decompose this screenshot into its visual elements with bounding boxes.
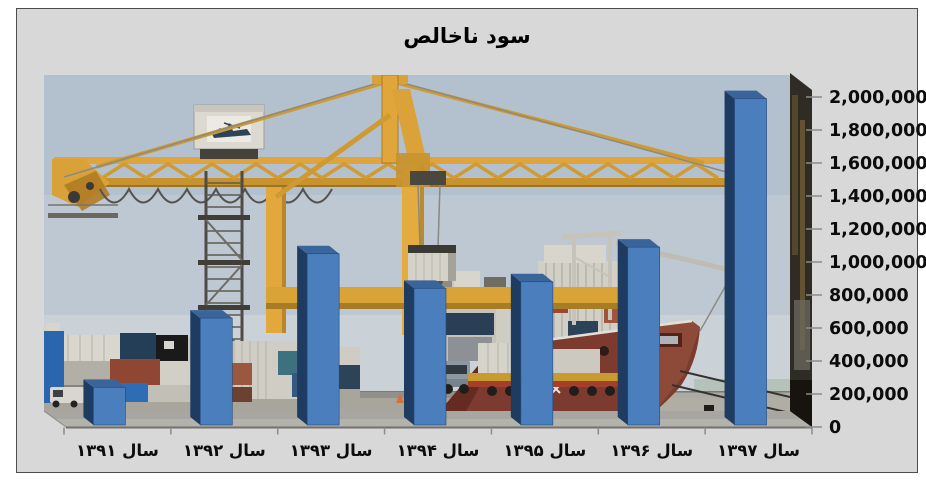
bar-2 xyxy=(190,310,233,426)
hoisted-container xyxy=(408,171,456,281)
bar-7 xyxy=(724,90,767,426)
y-tick-label: 1,400,000 xyxy=(829,187,926,207)
y-tick-label: 0 xyxy=(829,418,841,438)
bar-series xyxy=(83,90,767,426)
y-tick-label: 1,200,000 xyxy=(829,220,926,240)
y-tick-label: 600,000 xyxy=(829,319,909,339)
y-tick-label: 1,600,000 xyxy=(829,154,926,174)
y-tick-label: 800,000 xyxy=(829,286,909,306)
y-tick-label: 1,800,000 xyxy=(829,121,926,141)
bar-5 xyxy=(510,273,554,426)
bar-6 xyxy=(617,239,661,426)
cabin-container xyxy=(193,104,265,159)
y-tick-label: 400,000 xyxy=(829,352,909,372)
chart-side-wall xyxy=(790,73,812,427)
bar-1 xyxy=(83,379,126,426)
chart-title: سود ناخالص xyxy=(403,24,531,48)
x-category-label: سال ۱۳۹۱ xyxy=(76,441,159,460)
x-category-label: سال ۱۳۹۶ xyxy=(610,441,693,460)
y-tick-label: 1,000,000 xyxy=(829,253,926,273)
y-tick-label: 200,000 xyxy=(829,385,909,405)
x-axis: سال ۱۳۹۱ سال ۱۳۹۲ سال ۱۳۹۳ سال ۱۳۹۴ سال ۱۳۹۵… xyxy=(63,427,813,460)
bar-3 xyxy=(297,245,340,426)
y-tick-label: 2,000,000 xyxy=(829,88,926,108)
x-category-label: سال ۱۳۹۷ xyxy=(717,441,800,460)
y-axis: 0 200,000 400,000 600,000 800,000 1,000,000 1,… xyxy=(806,88,926,438)
x-category-label: سال ۱۳۹۴ xyxy=(397,441,480,460)
ship-logo xyxy=(212,123,251,138)
x-category-label: سال ۱۳۹۵ xyxy=(503,441,586,460)
bar-4 xyxy=(404,280,447,426)
x-category-label: سال ۱۳۹۲ xyxy=(183,441,266,460)
boom-tip xyxy=(48,159,118,218)
x-category-label: سال ۱۳۹۳ xyxy=(290,441,373,460)
portal-beam xyxy=(266,271,656,309)
traffic-cone xyxy=(396,393,404,403)
festoon-cables xyxy=(99,186,333,204)
